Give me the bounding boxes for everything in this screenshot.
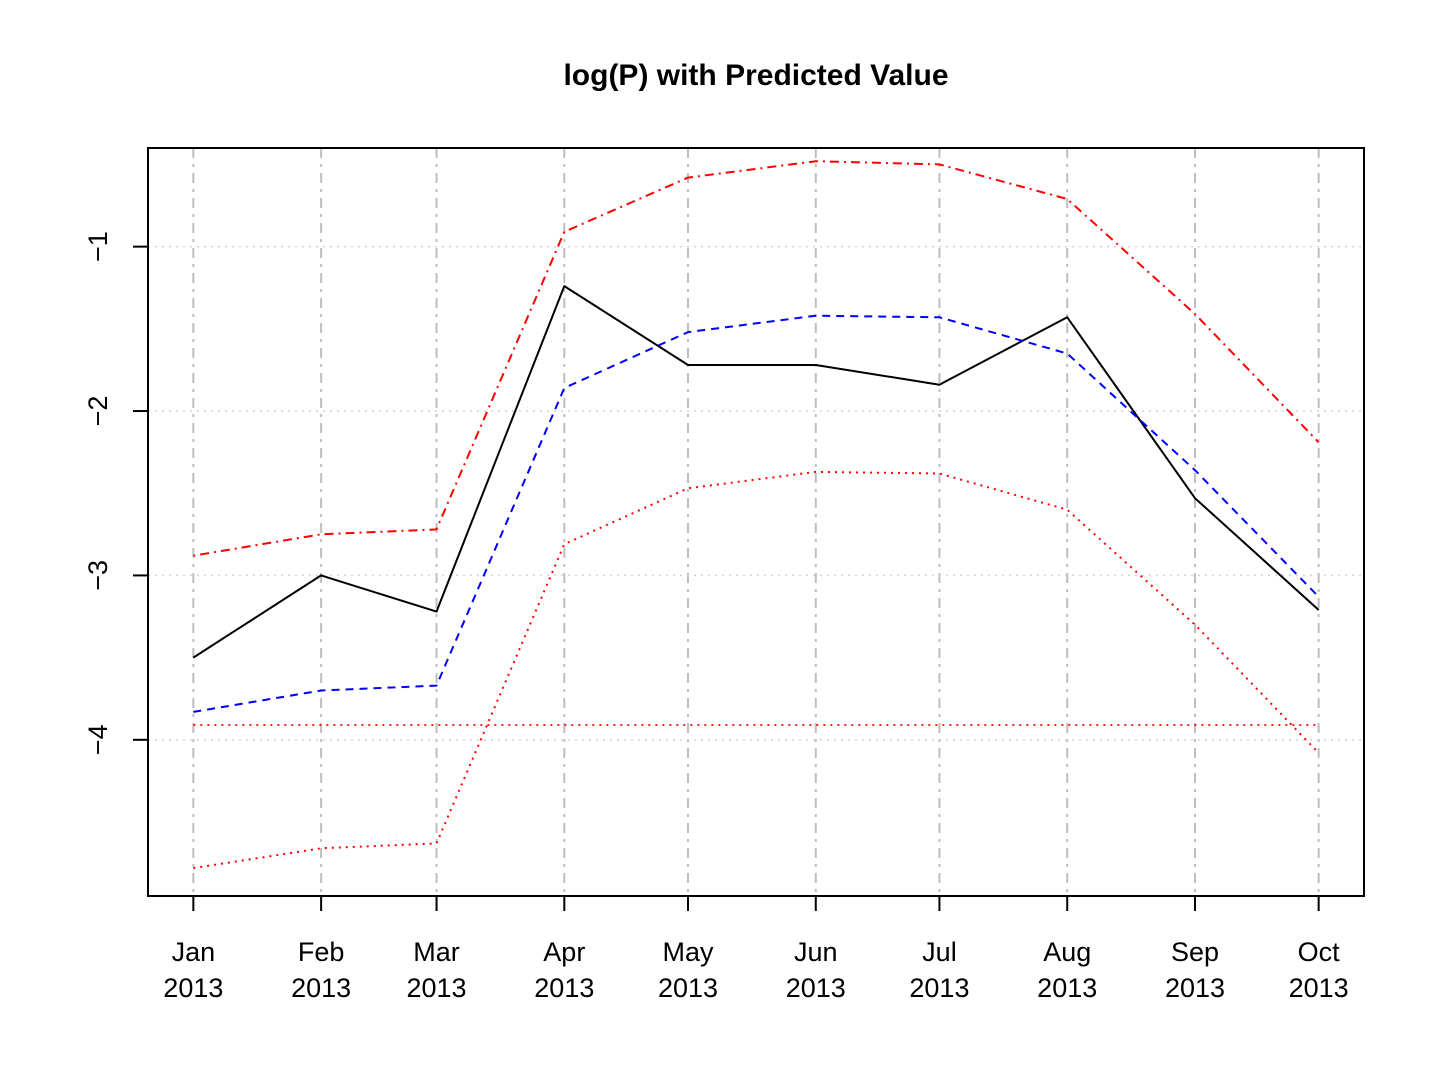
x-tick-label-line: 2013 [534, 973, 594, 1003]
x-tick-label-line: Jan [172, 937, 216, 967]
x-tick-label-line: May [662, 937, 714, 967]
x-tick-label-4: May 2013 [658, 937, 718, 1003]
x-tick-label-line: 2013 [786, 973, 846, 1003]
x-tick-label-2: Mar 2013 [407, 937, 467, 1003]
series-line-3 [193, 470, 1320, 870]
y-tick-label-3: −4 [83, 724, 113, 755]
x-tick-label-line: Sep [1171, 937, 1219, 967]
x-tick-label-1: Feb 2013 [291, 937, 351, 1003]
x-tick-label-line: Jul [922, 937, 957, 967]
x-tick-label-line: Oct [1298, 937, 1341, 967]
x-tick-label-9: Oct 2013 [1289, 937, 1349, 1003]
x-tick-label-line: 2013 [1289, 973, 1349, 1003]
x-tick-label-line: 2013 [291, 973, 351, 1003]
chart-title: log(P) with Predicted Value [563, 59, 948, 92]
x-tick-label-line: 2013 [407, 973, 467, 1003]
series-group [192, 160, 1320, 870]
x-tick-label-line: Mar [413, 937, 460, 967]
x-tick-label-0: Jan 2013 [163, 937, 223, 1003]
x-tick-label-line: Jun [794, 937, 838, 967]
y-tick-label-1: −2 [83, 396, 113, 427]
axes: Jan 2013 Feb 2013 Mar 2013 Apr 2013 May 2013 Jun 20… [83, 231, 1349, 1003]
x-tick-label-3: Apr 2013 [534, 937, 594, 1003]
series-line-0 [192, 285, 1320, 659]
x-tick-label-line: 2013 [909, 973, 969, 1003]
y-tick-label-2: −3 [83, 560, 113, 591]
x-tick-label-line: 2013 [163, 973, 223, 1003]
x-tick-label-line: 2013 [1037, 973, 1097, 1003]
series-line-2 [193, 160, 1320, 557]
x-tick-label-5: Jun 2013 [786, 937, 846, 1003]
x-tick-label-line: 2013 [658, 973, 718, 1003]
plot-border [147, 147, 1365, 897]
y-tick-label-0: −1 [83, 231, 113, 262]
x-tick-label-6: Jul 2013 [909, 937, 969, 1003]
x-tick-label-line: 2013 [1165, 973, 1225, 1003]
series-line-1 [193, 314, 1320, 713]
grid [148, 148, 1364, 896]
x-tick-label-line: Aug [1043, 937, 1091, 967]
x-tick-label-line: Apr [543, 937, 585, 967]
x-tick-label-8: Sep 2013 [1165, 937, 1225, 1003]
x-tick-label-7: Aug 2013 [1037, 937, 1097, 1003]
x-tick-label-line: Feb [298, 937, 345, 967]
